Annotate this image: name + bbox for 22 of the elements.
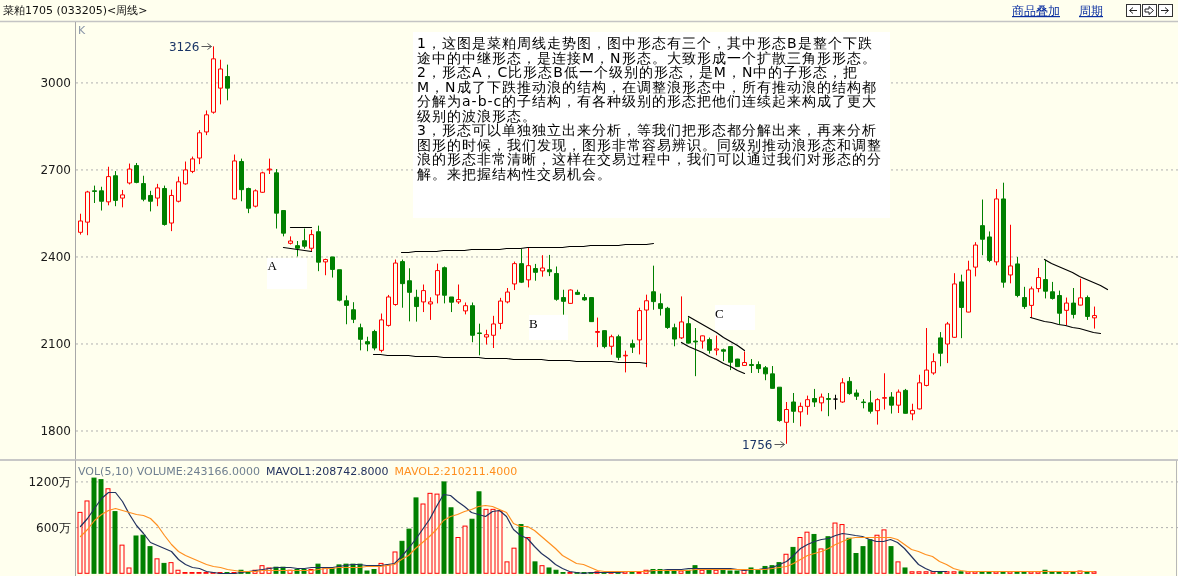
annotation: 2，形态A，C比形态B低一个级别的形态，是M，N中的子形态，把M，N成了下跌推动浪的结构，在调整浪形态中，所有推动浪的结构都分解为a-b-c的子结构，有各种级别的形态把他们连续起来构成了更大级别的波浪形态。 [417, 64, 879, 124]
y-tick-label: 2700 [40, 163, 71, 178]
annotation: 3126 [168, 40, 200, 54]
annotation: 1756 [741, 438, 773, 452]
annotation: B [529, 315, 538, 331]
text: MAVOL2:210211.4000 [394, 464, 518, 478]
y-tick-label: 600万 [36, 521, 71, 536]
annotation: 1，这图是菜粕周线走势图，图中形态有三个，其中形态B是整个下跌途中的中继形态，是连接M，N形态。大致形成一个扩散三角形形态。 [417, 35, 878, 66]
y-tick-label: 1800 [40, 424, 71, 439]
text: 周期 [1079, 4, 1103, 18]
y-tick-label: 2400 [40, 250, 71, 265]
y-tick-label: 2100 [40, 337, 71, 352]
text: MAVOL1:208742.8000 [266, 464, 389, 478]
y-tick-label: 3000 [40, 76, 71, 91]
annotation: A [267, 258, 278, 273]
y-axis-title: K [78, 24, 86, 37]
annotation: C [715, 306, 724, 321]
y-tick-label: 1200万 [28, 475, 71, 490]
annotation: 3，形态可以单独独立出来分析，等我们把形态都分解出来，再来分析图形的时候，我们发现，图形非常容易辨识。同级别推动浪形态和调整浪的形态非常清晰，这样在交易过程中，我们可以通过我们对形态的分解。来把握结构性交易机会。 [417, 122, 883, 182]
chart-title: 菜粕1705 (033205)<周线> [3, 4, 148, 17]
text: 商品叠加 [1012, 4, 1060, 18]
chart-title: VOL(5,10) VOLUME:243166.0000 [78, 464, 260, 478]
